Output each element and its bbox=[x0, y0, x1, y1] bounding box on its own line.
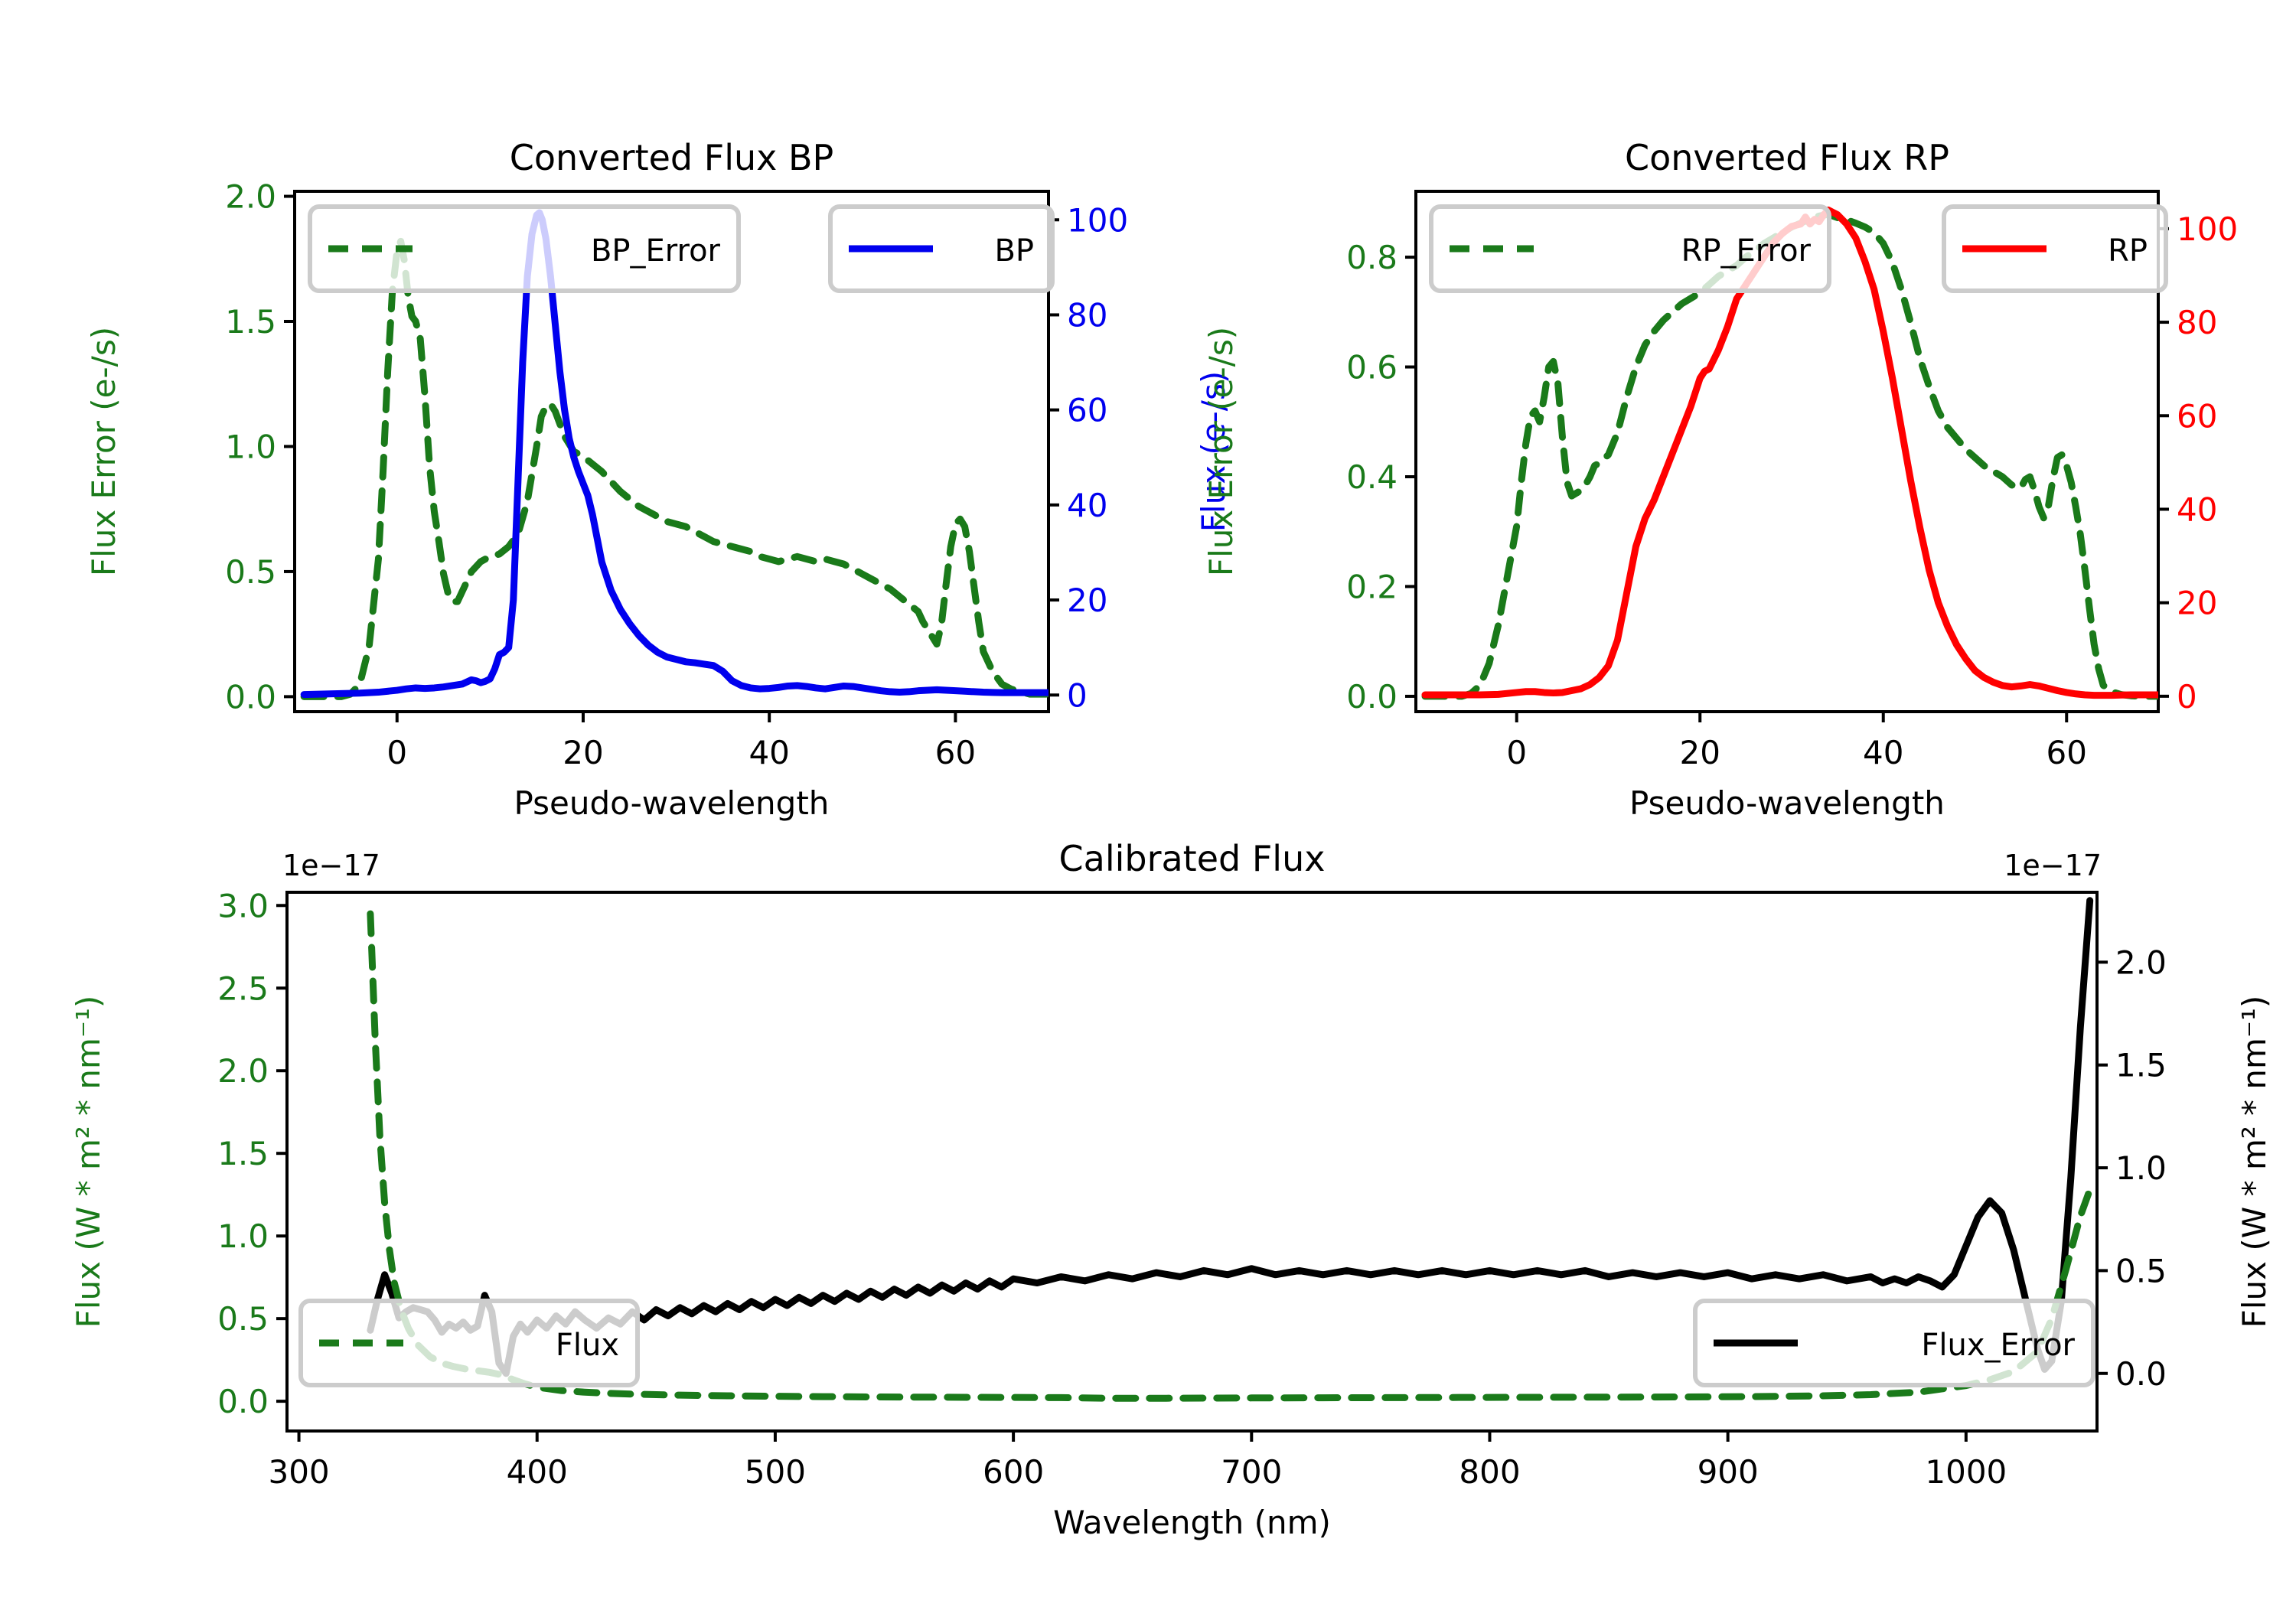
legend-box bbox=[298, 1299, 640, 1387]
y-tick-label: 2.0 bbox=[225, 178, 276, 216]
subplot-converted-flux-rp: Converted Flux RP 0 20 40 60 Pseudo-wavelengt… bbox=[1148, 92, 2296, 826]
legend-flux[interactable]: Flux bbox=[298, 1299, 640, 1387]
y2-tick-label: 1.5 bbox=[2115, 1047, 2167, 1084]
legend-label: Flux_Error bbox=[1921, 1328, 2075, 1363]
y-tick-label: 0.5 bbox=[217, 1300, 269, 1338]
y2-tick-label: 1.0 bbox=[2115, 1149, 2167, 1187]
y-tick-label: 1.5 bbox=[217, 1135, 269, 1172]
x-tick-label: 0 bbox=[1506, 734, 1527, 771]
legend-box bbox=[308, 204, 741, 293]
y2-tick-label: 80 bbox=[2177, 304, 2217, 341]
x-axis-label: Pseudo-wavelength bbox=[1629, 784, 1945, 822]
x-tick-label: 800 bbox=[1459, 1453, 1520, 1491]
y2-tick-label: 20 bbox=[1067, 582, 1107, 619]
legend-box bbox=[828, 204, 1055, 293]
legend-bp_error[interactable]: BP_Error bbox=[308, 204, 741, 293]
y2-tick-label: 100 bbox=[1067, 201, 1128, 239]
y-tick-label: 0.8 bbox=[1346, 239, 1397, 276]
y2-axis-label: Flux (e-/s) bbox=[1195, 371, 1232, 532]
y2-tick-label: 0.5 bbox=[2115, 1252, 2167, 1289]
y2-tick-label: 80 bbox=[1067, 296, 1107, 334]
x-tick-label: 60 bbox=[2047, 734, 2087, 771]
y2-axis-offset-text: 1e−17 bbox=[2004, 849, 2102, 882]
y2-tick-label: 40 bbox=[2177, 491, 2217, 528]
chart-title: Converted Flux BP bbox=[510, 137, 834, 178]
x-tick-label: 500 bbox=[745, 1453, 806, 1491]
y-tick-label: 1.5 bbox=[225, 303, 276, 341]
x-tick-label: 600 bbox=[983, 1453, 1044, 1491]
y-tick-label: 2.5 bbox=[217, 970, 269, 1007]
legend-box bbox=[1693, 1299, 2095, 1387]
y-tick-label: 0.5 bbox=[225, 553, 276, 591]
x-tick-label: 60 bbox=[935, 734, 976, 771]
legend-label: Flux bbox=[556, 1328, 619, 1363]
y2-tick-label: 60 bbox=[1067, 392, 1107, 429]
x-tick-label: 700 bbox=[1221, 1453, 1282, 1491]
x-tick-label: 400 bbox=[507, 1453, 568, 1491]
y-tick-label: 3.0 bbox=[217, 887, 269, 924]
plot-frame bbox=[293, 190, 1050, 713]
y-axis-label: Flux (W * m² * nm⁻¹) bbox=[70, 996, 107, 1328]
x-tick-label: 900 bbox=[1698, 1453, 1759, 1491]
legend-label: RP bbox=[2108, 233, 2148, 269]
y-tick-label: 0.6 bbox=[1346, 349, 1397, 386]
legend-box bbox=[1429, 204, 1831, 293]
x-axis-label: Wavelength (nm) bbox=[1053, 1504, 1331, 1541]
y2-axis-label: Flux (W * m² * nm⁻¹) bbox=[2236, 996, 2273, 1328]
y2-tick-label: 100 bbox=[2177, 210, 2238, 248]
y2-tick-label: 40 bbox=[1067, 487, 1107, 524]
y-axis-offset-text: 1e−17 bbox=[282, 849, 380, 882]
y-tick-label: 0.0 bbox=[217, 1383, 269, 1420]
chart-title: Calibrated Flux bbox=[1059, 838, 1326, 879]
x-tick-label: 20 bbox=[1680, 734, 1720, 771]
legend-rp[interactable]: RP bbox=[1942, 204, 2168, 293]
x-tick-label: 1000 bbox=[1925, 1453, 2007, 1491]
y2-tick-label: 0 bbox=[2177, 678, 2197, 715]
series-line-bp bbox=[300, 209, 1049, 699]
legend-box bbox=[1942, 204, 2168, 293]
y2-tick-label: 0.0 bbox=[2115, 1355, 2167, 1393]
y2-tick-label: 60 bbox=[2177, 397, 2217, 435]
y2-tick-label: 20 bbox=[2177, 585, 2217, 622]
chart-title: Converted Flux RP bbox=[1625, 137, 1949, 178]
x-tick-label: 300 bbox=[268, 1453, 329, 1491]
x-tick-label: 40 bbox=[1863, 734, 1903, 771]
y-tick-label: 1.0 bbox=[217, 1217, 269, 1255]
legend-bp[interactable]: BP bbox=[828, 204, 1055, 293]
chart-line: Converted Flux RP 0 20 40 60 Pseudo-wavelengt… bbox=[1202, 137, 2238, 822]
x-tick-label: 0 bbox=[386, 734, 407, 771]
y-tick-label: 1.0 bbox=[225, 428, 276, 465]
legend-label: BP_Error bbox=[591, 233, 721, 269]
legend-label: RP_Error bbox=[1681, 233, 1812, 269]
y-tick-label: 2.0 bbox=[217, 1052, 269, 1090]
y-tick-label: 0.2 bbox=[1346, 568, 1397, 605]
y-axis-label: Flux Error (e-/s) bbox=[85, 327, 122, 576]
legend-flux_error[interactable]: Flux_Error bbox=[1693, 1299, 2095, 1387]
y-tick-label: 0.0 bbox=[225, 678, 276, 715]
chart-line: Calibrated Flux 1e−17 1e−17 300 400 500 600 700… bbox=[70, 838, 2273, 1541]
x-axis-label: Pseudo-wavelength bbox=[514, 784, 830, 822]
series-line-bp_error bbox=[300, 237, 1049, 700]
legend-label: BP bbox=[994, 233, 1034, 269]
subplot-calibrated-flux: Calibrated Flux 1e−17 1e−17 300 400 500 600 700… bbox=[0, 826, 2296, 1607]
x-tick-label: 40 bbox=[748, 734, 789, 771]
subplot-converted-flux-bp: Converted Flux BP 0 20 40 60 Pseudo-wavelengt… bbox=[0, 92, 1232, 826]
x-tick-label: 20 bbox=[563, 734, 603, 771]
y-axis-label: Flux Error (e-/s) bbox=[1202, 327, 1240, 576]
y2-tick-label: 0 bbox=[1067, 676, 1088, 714]
plot-frame bbox=[285, 891, 2099, 1433]
y-tick-label: 0.0 bbox=[1346, 678, 1397, 715]
y-tick-label: 0.4 bbox=[1346, 458, 1397, 496]
y2-tick-label: 2.0 bbox=[2115, 944, 2167, 981]
plot-frame bbox=[1414, 190, 2160, 713]
chart-line: Converted Flux BP 0 20 40 60 Pseudo-wavelengt… bbox=[85, 137, 1232, 822]
legend-rp_error[interactable]: RP_Error bbox=[1429, 204, 1831, 293]
